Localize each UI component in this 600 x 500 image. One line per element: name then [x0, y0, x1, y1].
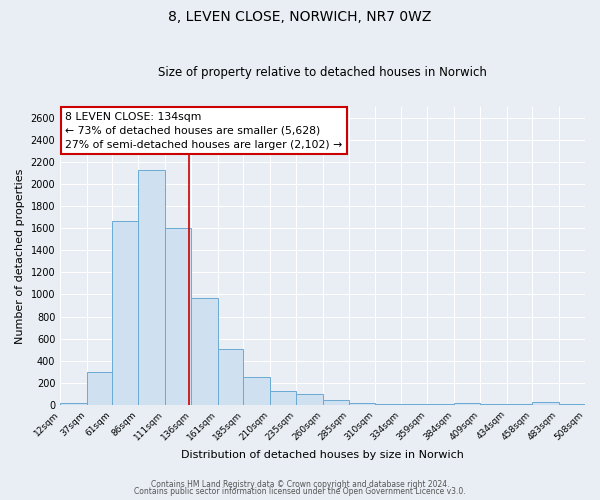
Y-axis label: Number of detached properties: Number of detached properties [15, 168, 25, 344]
Bar [349, 402, 376, 404]
Bar [296, 394, 323, 404]
Text: 8, LEVEN CLOSE, NORWICH, NR7 0WZ: 8, LEVEN CLOSE, NORWICH, NR7 0WZ [169, 10, 431, 24]
Bar [139, 170, 165, 404]
X-axis label: Distribution of detached houses by size in Norwich: Distribution of detached houses by size … [181, 450, 464, 460]
Bar [60, 402, 86, 404]
Bar [454, 402, 480, 404]
Text: Contains HM Land Registry data © Crown copyright and database right 2024.: Contains HM Land Registry data © Crown c… [151, 480, 449, 489]
Bar [112, 220, 139, 404]
Text: Contains public sector information licensed under the Open Government Licence v3: Contains public sector information licen… [134, 488, 466, 496]
Text: 8 LEVEN CLOSE: 134sqm
← 73% of detached houses are smaller (5,628)
27% of semi-d: 8 LEVEN CLOSE: 134sqm ← 73% of detached … [65, 112, 343, 150]
Bar [86, 372, 112, 404]
Bar [323, 400, 349, 404]
Bar [243, 377, 269, 404]
Bar [532, 402, 559, 404]
Bar [165, 228, 191, 404]
Bar [218, 349, 243, 405]
Bar [191, 298, 218, 405]
Title: Size of property relative to detached houses in Norwich: Size of property relative to detached ho… [158, 66, 487, 80]
Bar [269, 392, 296, 404]
